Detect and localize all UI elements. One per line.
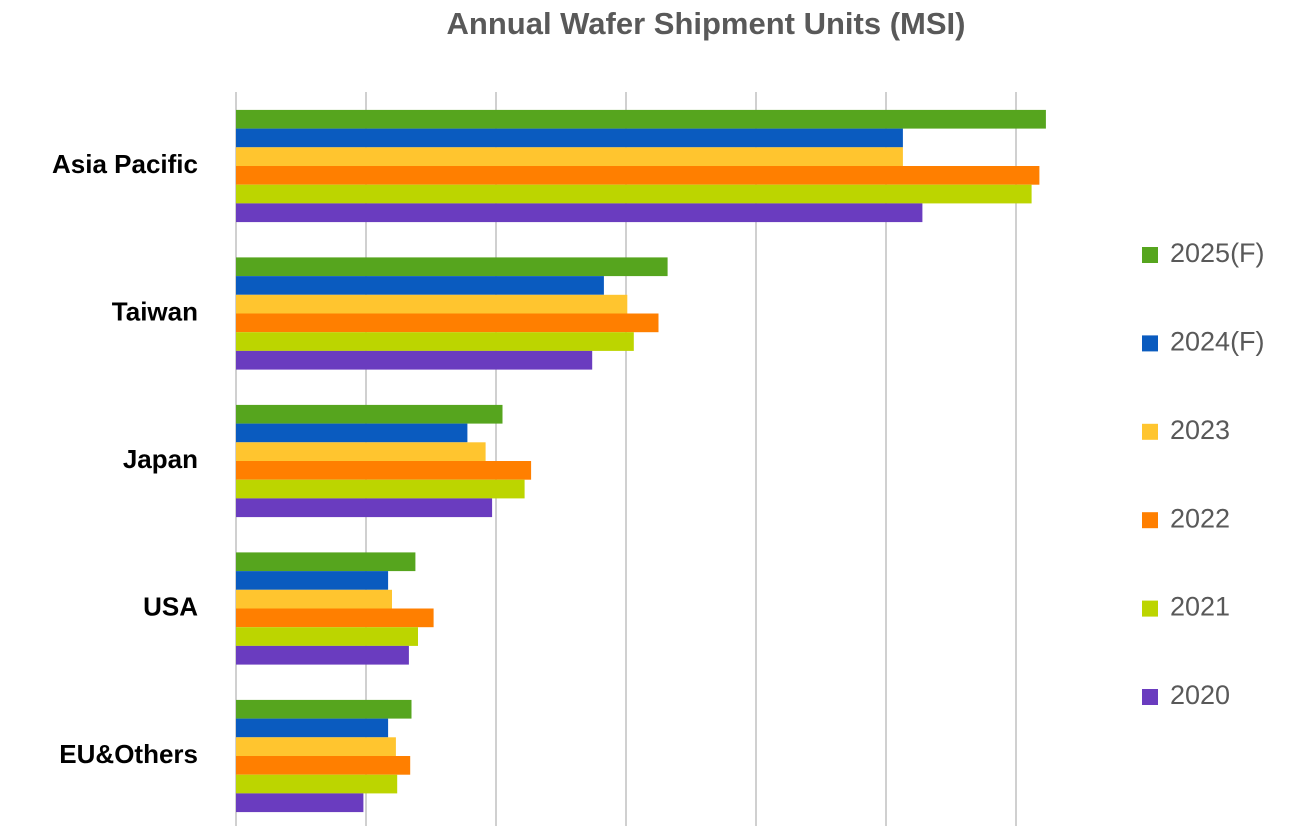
legend-swatch — [1142, 335, 1158, 352]
bar — [236, 128, 903, 148]
bar — [236, 184, 1032, 204]
legend-swatch — [1142, 423, 1158, 440]
chart-title: Annual Wafer Shipment Units (MSI) — [447, 6, 966, 41]
bar — [236, 404, 503, 424]
bar — [236, 774, 398, 794]
bar — [236, 589, 392, 609]
legend-swatch — [1142, 600, 1158, 617]
legend-swatch — [1142, 689, 1158, 705]
legend-label: 2020 — [1170, 680, 1230, 710]
bar — [236, 166, 1040, 185]
category-label: USA — [143, 591, 198, 621]
bar — [236, 350, 593, 370]
legend-label: 2023 — [1170, 415, 1230, 445]
bar — [236, 479, 525, 499]
bar — [236, 294, 628, 314]
category-label: EU&Others — [59, 739, 198, 769]
bar — [236, 756, 411, 775]
category-label: Japan — [123, 444, 198, 474]
legend-swatch — [1142, 247, 1158, 263]
legend-label: 2021 — [1170, 592, 1230, 622]
legend-swatch — [1142, 512, 1158, 529]
bar — [236, 147, 903, 166]
bar — [236, 461, 532, 480]
bar — [236, 571, 389, 590]
bar — [236, 442, 486, 461]
bar — [236, 498, 493, 518]
bar — [236, 718, 389, 738]
legend-label: 2022 — [1170, 503, 1230, 533]
bar — [236, 109, 1046, 129]
category-label: Taiwan — [112, 296, 198, 326]
bar — [236, 699, 412, 719]
bar — [236, 737, 396, 756]
bar — [236, 423, 468, 443]
bar — [236, 627, 418, 646]
bar — [236, 203, 923, 223]
bar — [236, 645, 409, 665]
bar — [236, 276, 604, 295]
bar — [236, 332, 634, 351]
legend-label: 2024(F) — [1170, 327, 1265, 357]
bar — [236, 793, 364, 813]
bar — [236, 608, 434, 628]
bar — [236, 313, 659, 333]
legend-label: 2025(F) — [1170, 238, 1265, 268]
bar — [236, 257, 668, 277]
bar — [236, 552, 416, 572]
category-label: Asia Pacific — [52, 149, 198, 179]
